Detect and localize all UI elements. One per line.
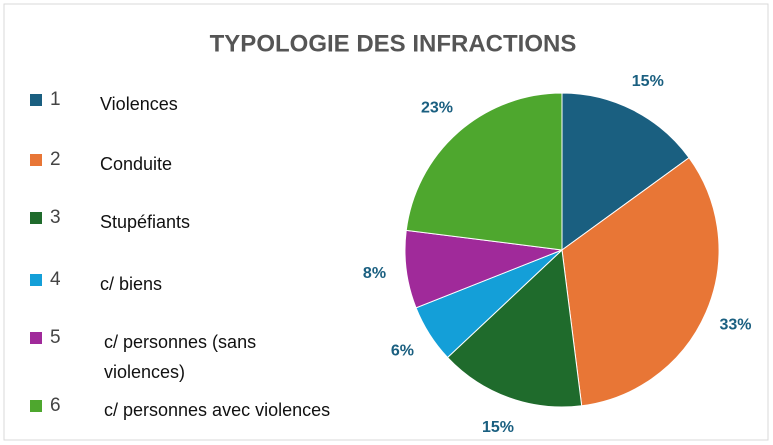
legend-label: violences) <box>104 362 185 382</box>
legend-swatch <box>30 332 42 344</box>
legend-label: c/ personnes (sans <box>104 332 256 352</box>
pie-slice <box>561 92 690 251</box>
legend-swatch <box>30 274 42 286</box>
legend-label: c/ personnes avec violences <box>104 400 330 420</box>
data-label: 8% <box>363 265 386 282</box>
legend-label: c/ biens <box>100 274 162 294</box>
data-label: 23% <box>421 99 453 116</box>
legend-number: 3 <box>50 207 61 228</box>
data-label: 33% <box>719 316 751 333</box>
data-label: 6% <box>391 342 414 359</box>
chart-title: TYPOLOGIE DES INFRACTIONS <box>210 30 577 57</box>
legend-swatch <box>30 154 42 166</box>
pie-slice <box>405 92 563 251</box>
legend-number: 5 <box>50 327 61 348</box>
pie-slice <box>561 157 720 407</box>
legend-number: 4 <box>50 269 61 290</box>
legend-label: Violences <box>100 94 178 114</box>
legend-label: Conduite <box>100 154 172 174</box>
legend-number: 1 <box>50 89 61 110</box>
data-label: 15% <box>632 73 664 90</box>
data-label: 15% <box>482 419 514 436</box>
legend-swatch <box>30 400 42 412</box>
legend-number: 2 <box>50 149 61 170</box>
legend-swatch <box>30 94 42 106</box>
legend-swatch <box>30 212 42 224</box>
pie-slice <box>446 248 583 408</box>
legend-number: 6 <box>50 395 61 416</box>
legend-label: Stupéfiants <box>100 212 190 232</box>
